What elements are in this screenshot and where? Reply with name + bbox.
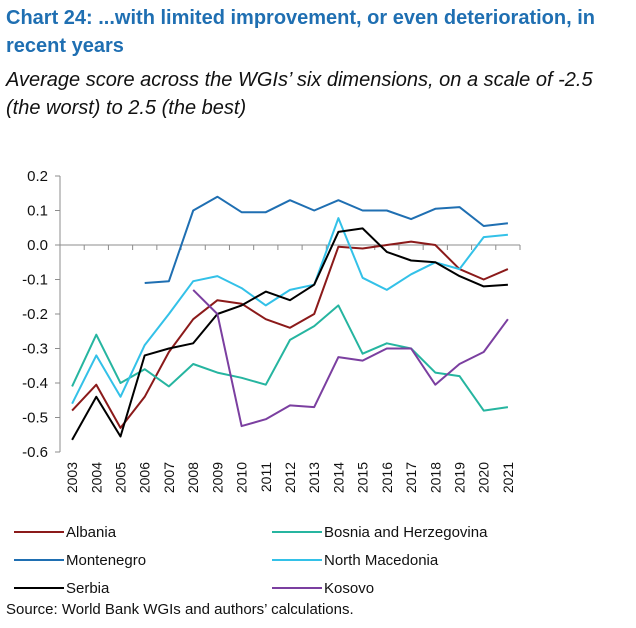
x-tick-label: 2005 — [113, 462, 129, 493]
x-tick-label: 2011 — [258, 462, 274, 492]
y-tick-label: 0.1 — [27, 203, 48, 220]
x-tick-label: 2010 — [234, 462, 250, 493]
x-tick-label: 2012 — [282, 462, 298, 493]
x-tick-label: 2003 — [64, 462, 80, 493]
y-tick-label: -0.5 — [22, 410, 48, 427]
legend-label-kosovo: Kosovo — [324, 580, 374, 597]
x-tick-label: 2008 — [185, 462, 201, 493]
series-line-kosovo — [192, 289, 509, 428]
x-tick-label: 2015 — [355, 462, 371, 493]
y-tick-label: -0.4 — [22, 375, 48, 392]
legend-label-montenegro: Montenegro — [66, 552, 146, 569]
chart-source: Source: World Bank WGIs and authors’ cal… — [6, 601, 354, 618]
legend-label-bosnia-and-herzegovina: Bosnia and Herzegovina — [324, 524, 488, 541]
series-line-montenegro — [144, 195, 509, 284]
y-tick-label: -0.2 — [22, 306, 48, 323]
y-tick-label: 0.0 — [27, 237, 48, 254]
y-tick-label: -0.3 — [22, 341, 48, 358]
x-tick-label: 2018 — [427, 462, 443, 493]
x-tick-label: 2006 — [137, 462, 153, 493]
legend-label-serbia: Serbia — [66, 580, 110, 597]
x-tick-label: 2020 — [476, 462, 492, 493]
y-tick-label: -0.1 — [22, 272, 48, 289]
y-tick-label: -0.6 — [22, 444, 48, 461]
x-tick-label: 2019 — [451, 462, 467, 493]
x-tick-label: 2009 — [209, 462, 225, 493]
x-tick-label: 2016 — [379, 462, 395, 493]
chart-subtitle: Average score across the WGIs’ six dimen… — [6, 69, 593, 119]
x-tick-label: 2007 — [161, 462, 177, 493]
x-tick-label: 2013 — [306, 462, 322, 493]
legend-label-north-macedonia: North Macedonia — [324, 552, 439, 569]
x-tick-label: 2021 — [500, 462, 516, 493]
series-line-north-macedonia — [71, 217, 508, 405]
chart-title: Chart 24: ...with limited improvement, o… — [6, 7, 595, 57]
legend-label-albania: Albania — [66, 524, 117, 541]
series-line-serbia — [71, 227, 508, 441]
series-line-albania — [71, 240, 509, 429]
x-tick-label: 2004 — [88, 462, 104, 493]
series-line-bosnia-and-herzegovina — [71, 304, 509, 412]
x-tick-label: 2014 — [330, 462, 346, 493]
x-tick-label: 2017 — [403, 462, 419, 493]
y-tick-label: 0.2 — [27, 168, 48, 185]
